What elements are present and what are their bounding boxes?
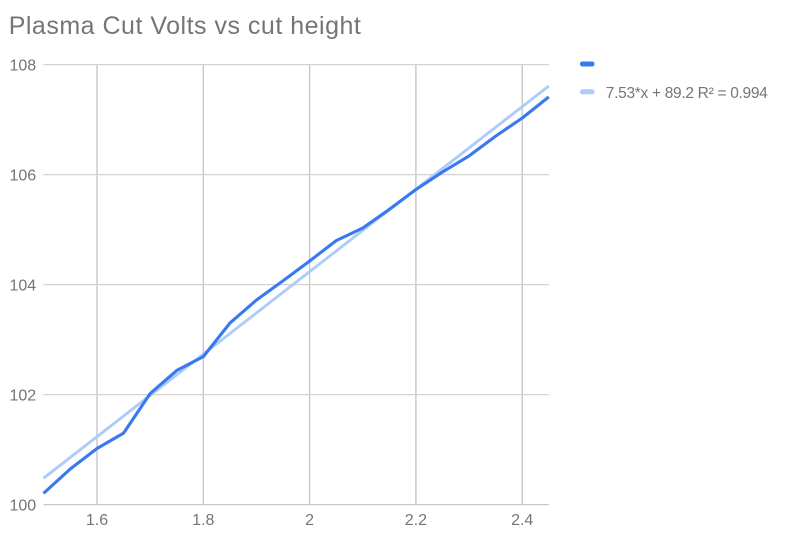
svg-text:108: 108 xyxy=(9,57,36,74)
svg-text:7.53*x + 89.2 R² = 0.994: 7.53*x + 89.2 R² = 0.994 xyxy=(606,85,768,102)
svg-text:106: 106 xyxy=(9,167,36,184)
svg-text:100: 100 xyxy=(9,497,36,514)
svg-text:104: 104 xyxy=(9,277,36,294)
svg-text:1.6: 1.6 xyxy=(86,512,108,529)
svg-text:2.2: 2.2 xyxy=(405,512,427,529)
svg-text:2: 2 xyxy=(305,512,314,529)
svg-text:1.8: 1.8 xyxy=(192,512,214,529)
svg-text:2.4: 2.4 xyxy=(511,512,533,529)
svg-text:102: 102 xyxy=(9,387,36,404)
svg-text:Plasma Cut Volts vs cut height: Plasma Cut Volts vs cut height xyxy=(9,12,362,40)
